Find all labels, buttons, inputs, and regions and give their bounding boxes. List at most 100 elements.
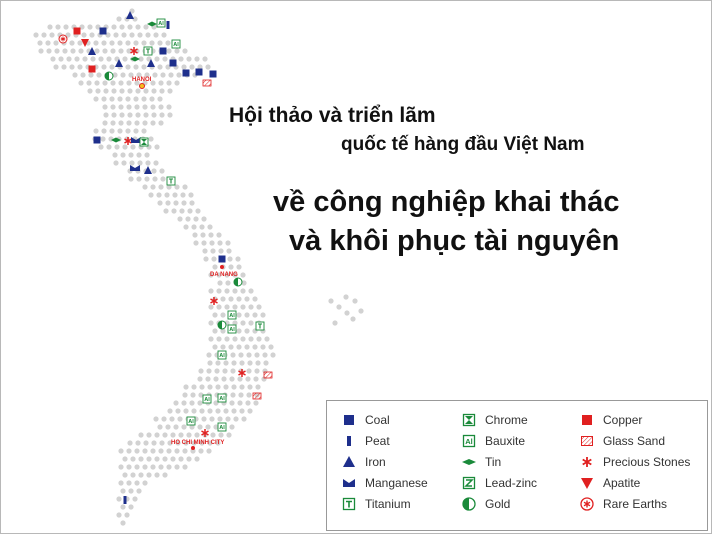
copper-icon (582, 415, 592, 425)
bauxite-marker: Al (171, 39, 181, 49)
titanium-marker (255, 321, 265, 331)
glass-sand-marker (252, 392, 262, 400)
coal-marker (169, 59, 177, 67)
bauxite-marker: Al (227, 310, 237, 320)
hanoi-dot (139, 83, 145, 89)
svg-text:Al: Al (219, 425, 225, 431)
legend-item-manganese: Manganese (341, 473, 428, 493)
legend-item-iron: Iron (341, 452, 386, 472)
precious-stones-marker (201, 429, 209, 437)
bauxite-marker: Al (227, 324, 237, 334)
iron-marker (115, 59, 123, 67)
coal-marker (209, 70, 217, 78)
chrome-marker (139, 137, 149, 147)
da-nang-dot (220, 265, 224, 269)
legend-item-chrome: Chrome (461, 410, 528, 430)
copper-marker (73, 27, 81, 35)
glass-sand-marker (263, 371, 273, 379)
legend-item-coal: Coal (341, 410, 390, 430)
legend-item-gold: Gold (461, 494, 510, 514)
apatite-marker (81, 39, 89, 47)
rare-earths-icon (580, 497, 594, 511)
bauxite-marker: Al (202, 394, 212, 404)
bauxite-marker: Al (217, 393, 227, 403)
city-hanoi: HANOI (132, 77, 152, 83)
legend-item-tin: Tin (461, 452, 501, 472)
tin-marker (130, 56, 140, 62)
coal-marker (182, 69, 190, 77)
svg-text:Al: Al (465, 437, 473, 446)
gold-marker (217, 320, 227, 330)
country-dot-grid (33, 8, 364, 526)
hcmc-dot (191, 446, 195, 450)
precious-stones-marker (124, 137, 132, 145)
tin-marker (147, 21, 157, 27)
iron-icon (343, 456, 355, 467)
legend-item-precious-stones: Precious Stones (579, 452, 690, 472)
peat-marker (123, 496, 127, 504)
precious-stones-marker (210, 297, 218, 305)
svg-text:Al: Al (158, 21, 164, 27)
svg-text:Al: Al (219, 396, 225, 402)
manganese-marker (130, 165, 140, 171)
legend-item-titanium: Titanium (341, 494, 411, 514)
chrome-icon (462, 413, 476, 427)
city-labels: HANOI DA NANG HO CHI MINH CITY (132, 77, 238, 450)
gold-icon (462, 497, 476, 511)
titanium-marker (166, 176, 176, 186)
tin-icon (462, 459, 476, 465)
legend-item-copper: Copper (579, 410, 642, 430)
svg-text:Al: Al (173, 42, 179, 48)
gold-marker (104, 71, 114, 81)
headline-line-2: quốc tế hàng đầu Việt Nam (341, 134, 585, 155)
bauxite-marker: Al (217, 422, 227, 432)
apatite-icon (581, 478, 593, 489)
coal-marker (93, 136, 101, 144)
iron-marker (144, 166, 152, 174)
gold-marker (233, 277, 243, 287)
legend-item-peat: Peat (341, 431, 390, 451)
map-legend: Coal Peat Iron Manganese Titanium Chrome… (326, 400, 708, 531)
manganese-marker (131, 137, 141, 143)
coal-marker (99, 27, 107, 35)
copper-marker (88, 65, 96, 73)
svg-text:Al: Al (204, 397, 210, 403)
rare-earths-marker (58, 34, 68, 44)
mineral-markers: Al Al Al Al Al Al Al Al Al (58, 11, 273, 504)
coal-icon (344, 415, 354, 425)
city-ho-chi-minh: HO CHI MINH CITY (171, 440, 224, 446)
legend-item-rare-earths: Rare Earths (579, 494, 667, 514)
bauxite-marker: Al (156, 18, 166, 28)
precious-stones-icon (582, 457, 592, 467)
iron-marker (126, 11, 134, 19)
svg-text:Al: Al (229, 313, 235, 319)
bauxite-icon: Al (462, 434, 476, 448)
glass-sand-icon (581, 436, 593, 446)
legend-item-lead-zinc: Lead-zinc (461, 473, 537, 493)
svg-text:Al: Al (219, 353, 225, 359)
headline-line-4: và khôi phục tài nguyên (289, 225, 620, 257)
titanium-icon (342, 497, 356, 511)
tin-marker (111, 137, 121, 143)
precious-stones-marker (130, 47, 138, 55)
coal-marker (195, 68, 203, 76)
iron-marker (88, 47, 96, 55)
titanium-marker (143, 46, 153, 56)
legend-item-glass-sand: Glass Sand (579, 431, 665, 451)
peat-icon (347, 436, 351, 446)
bauxite-marker: Al (186, 416, 196, 426)
headline-line-1: Hội thảo và triển lãm (229, 104, 436, 127)
precious-stones-marker (238, 369, 246, 377)
iron-marker (147, 59, 155, 67)
headline-line-3: về công nghiệp khai thác (273, 186, 620, 218)
coal-marker (159, 47, 167, 55)
lead-zinc-icon (462, 476, 476, 490)
peat-marker (166, 21, 170, 29)
svg-text:Al: Al (229, 327, 235, 333)
legend-item-bauxite: Al Bauxite (461, 431, 525, 451)
bauxite-marker: Al (217, 350, 227, 360)
glass-sand-marker (202, 79, 212, 87)
legend-item-apatite: Apatite (579, 473, 640, 493)
